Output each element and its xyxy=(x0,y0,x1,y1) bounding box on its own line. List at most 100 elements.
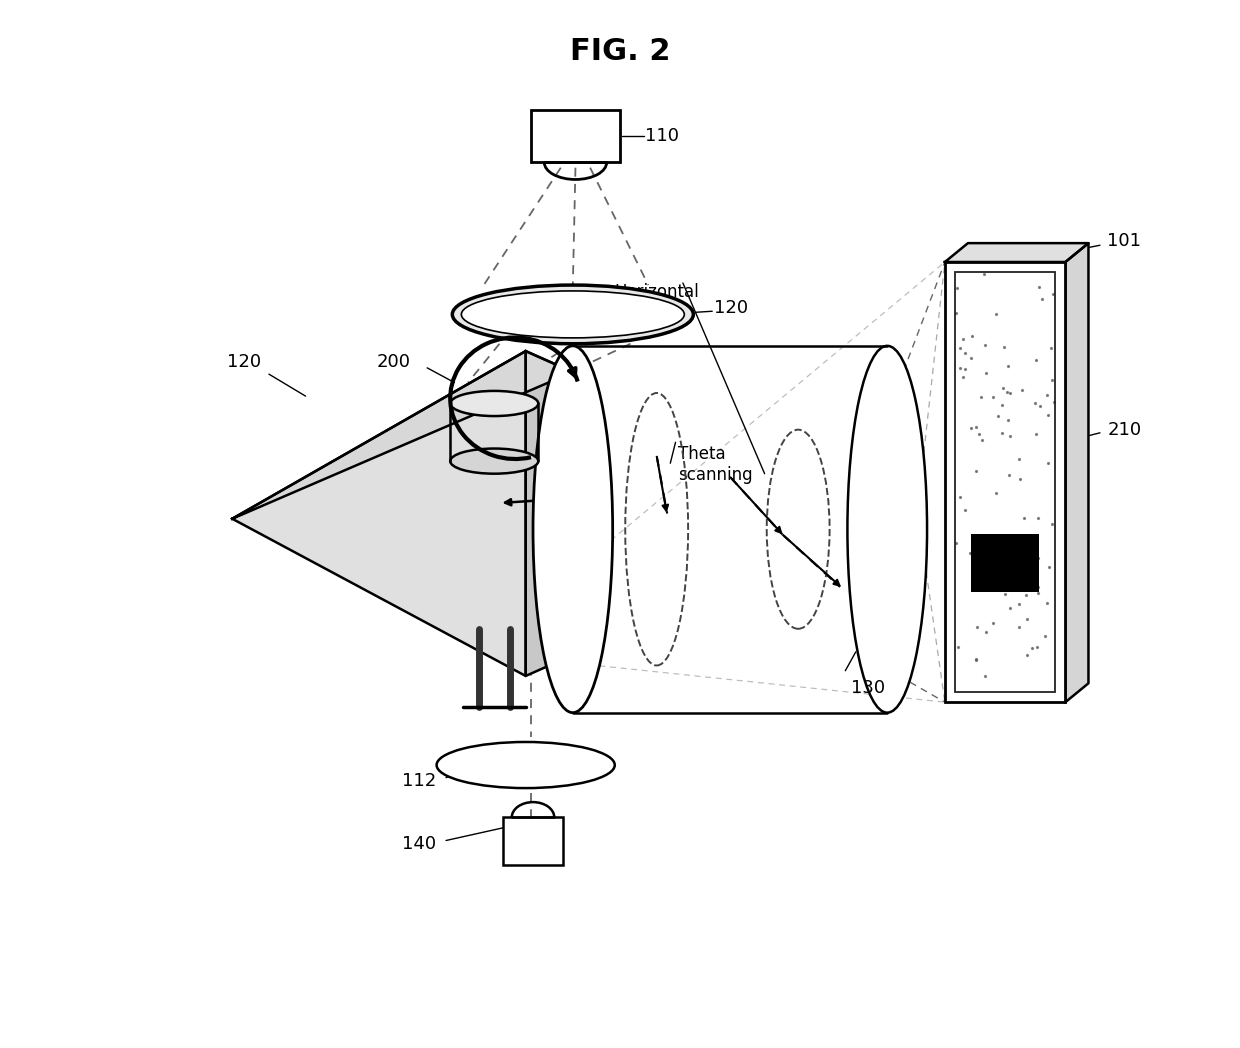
Point xyxy=(950,488,970,505)
Point xyxy=(994,586,1014,603)
Polygon shape xyxy=(526,351,573,676)
Point xyxy=(1025,425,1045,442)
Point xyxy=(1038,407,1058,423)
Point xyxy=(988,408,1008,424)
Point xyxy=(949,639,968,656)
Point xyxy=(1033,290,1053,307)
Point xyxy=(993,379,1013,396)
Point xyxy=(1009,451,1029,467)
Point xyxy=(1028,585,1048,602)
Point xyxy=(975,336,994,353)
Point xyxy=(987,484,1007,501)
Point xyxy=(954,331,973,348)
Point xyxy=(1009,471,1029,487)
Text: 110: 110 xyxy=(645,127,680,146)
Point xyxy=(983,615,1003,632)
Point xyxy=(986,306,1006,323)
Text: 140: 140 xyxy=(403,834,436,853)
Ellipse shape xyxy=(847,346,928,713)
Point xyxy=(1001,575,1021,592)
Text: Theta
scanning: Theta scanning xyxy=(677,445,753,484)
Point xyxy=(955,501,975,518)
Text: 112: 112 xyxy=(402,771,436,790)
Point xyxy=(998,357,1018,374)
Point xyxy=(955,361,975,377)
Point xyxy=(1043,371,1063,388)
Text: 101: 101 xyxy=(1107,232,1141,250)
Point xyxy=(972,432,992,449)
Text: 120: 120 xyxy=(227,352,262,371)
Point xyxy=(1042,516,1061,532)
Polygon shape xyxy=(1065,243,1089,702)
Polygon shape xyxy=(945,243,1089,262)
Point xyxy=(947,280,967,297)
Ellipse shape xyxy=(450,449,538,474)
Point xyxy=(1027,352,1047,369)
Polygon shape xyxy=(232,351,526,676)
FancyBboxPatch shape xyxy=(971,534,1039,592)
Point xyxy=(1025,394,1045,411)
Text: 200: 200 xyxy=(377,352,410,371)
Point xyxy=(994,339,1014,355)
Point xyxy=(966,419,986,436)
FancyBboxPatch shape xyxy=(502,817,563,865)
Point xyxy=(1029,279,1049,296)
Point xyxy=(946,305,966,322)
Point xyxy=(1039,559,1059,575)
Point xyxy=(1019,558,1039,574)
Point xyxy=(998,412,1018,429)
Point xyxy=(966,651,986,668)
Point xyxy=(1028,549,1048,566)
Point xyxy=(1009,618,1029,635)
Point xyxy=(955,345,975,362)
Point xyxy=(946,534,966,551)
Point xyxy=(975,668,994,684)
Point xyxy=(1030,397,1050,414)
Point xyxy=(954,368,973,385)
Point xyxy=(1044,394,1064,411)
Point xyxy=(966,462,986,479)
Point xyxy=(950,340,970,356)
Point xyxy=(1028,509,1048,526)
Point xyxy=(1001,599,1021,616)
Text: 130: 130 xyxy=(851,679,884,697)
Ellipse shape xyxy=(461,291,684,337)
Point xyxy=(971,389,991,406)
Point xyxy=(1040,340,1060,356)
Point xyxy=(1037,594,1056,611)
Ellipse shape xyxy=(436,742,615,788)
Polygon shape xyxy=(232,351,573,519)
Point xyxy=(1043,286,1063,303)
Point xyxy=(967,618,987,635)
Point xyxy=(968,425,988,442)
Point xyxy=(1028,578,1048,595)
Point xyxy=(1017,647,1037,663)
Point xyxy=(960,544,980,561)
Point xyxy=(962,328,982,345)
Point xyxy=(999,385,1019,401)
Text: Horizontal
scanning: Horizontal scanning xyxy=(615,283,699,322)
Ellipse shape xyxy=(450,391,538,416)
Text: 120: 120 xyxy=(714,299,749,318)
Point xyxy=(976,624,996,640)
Point xyxy=(977,365,997,381)
Point xyxy=(1016,586,1035,603)
Ellipse shape xyxy=(533,346,613,713)
Point xyxy=(1009,596,1029,613)
Point xyxy=(1001,428,1021,444)
Point xyxy=(1014,509,1034,526)
Point xyxy=(1012,381,1032,398)
Point xyxy=(1002,582,1022,598)
FancyBboxPatch shape xyxy=(531,110,620,162)
Point xyxy=(950,359,970,376)
Point xyxy=(997,384,1017,400)
Point xyxy=(966,651,986,668)
Point xyxy=(985,534,1004,551)
Ellipse shape xyxy=(453,285,693,344)
Point xyxy=(1037,387,1056,403)
Point xyxy=(1022,640,1042,657)
Point xyxy=(961,420,981,437)
Point xyxy=(999,466,1019,483)
Point xyxy=(1038,455,1058,472)
Text: FIG. 2: FIG. 2 xyxy=(569,37,671,66)
